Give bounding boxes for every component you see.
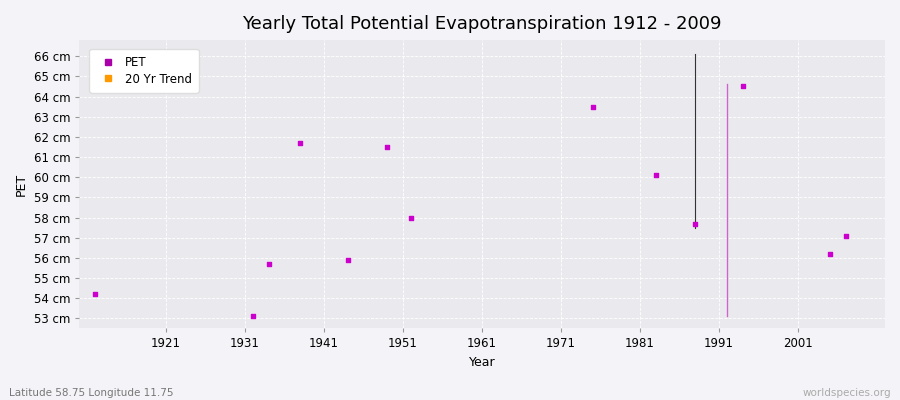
Point [688,220,703,227]
Point [838,232,852,239]
Point [735,83,750,90]
Point [262,261,276,267]
Point [340,257,355,263]
Legend: PET, 20 Yr Trend: PET, 20 Yr Trend [89,49,199,93]
Title: Yearly Total Potential Evapotranspiration 1912 - 2009: Yearly Total Potential Evapotranspiratio… [242,15,722,33]
Point [649,172,663,178]
Point [380,144,394,150]
Y-axis label: PET: PET [15,173,28,196]
X-axis label: Year: Year [469,356,495,369]
Point [293,140,308,146]
Point [88,291,103,297]
Point [246,313,260,320]
Point [404,214,419,221]
Text: worldspecies.org: worldspecies.org [803,388,891,398]
Point [823,251,837,257]
Point [586,104,600,110]
Text: Latitude 58.75 Longitude 11.75: Latitude 58.75 Longitude 11.75 [9,388,174,398]
